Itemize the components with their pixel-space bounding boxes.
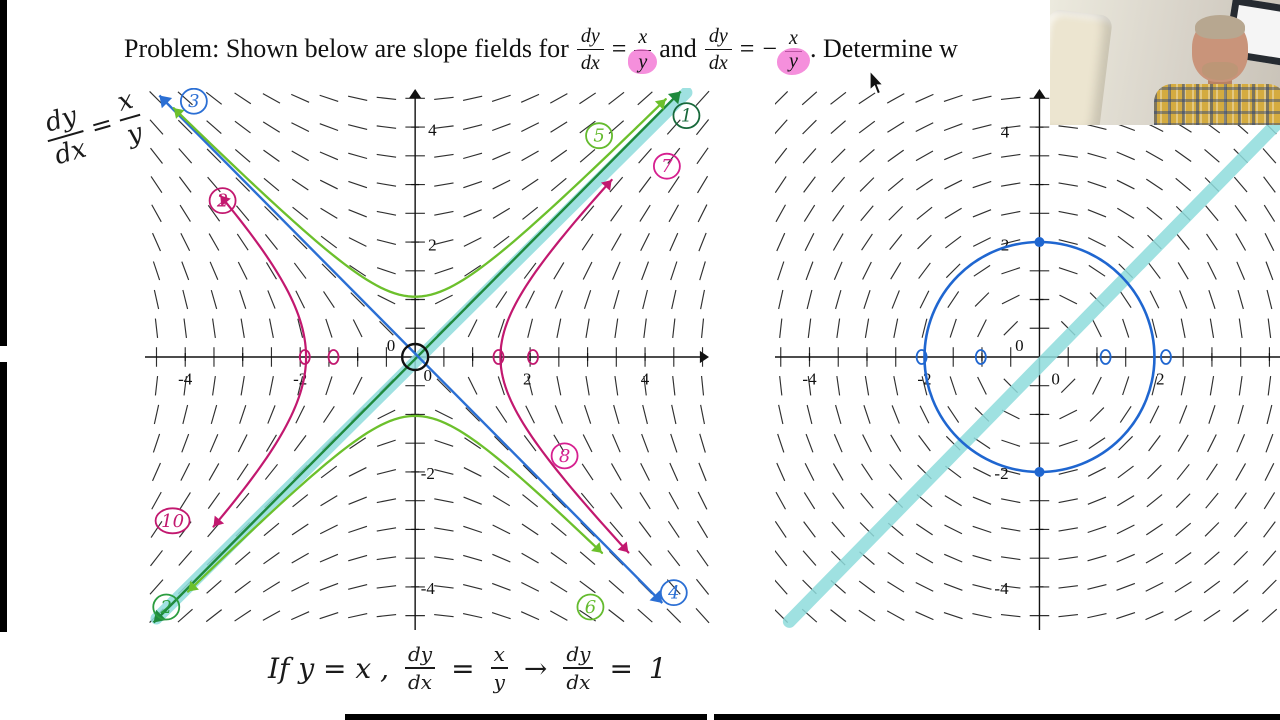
- equals-sign-2: =: [739, 34, 755, 63]
- hand-denominator: y: [123, 117, 146, 151]
- svg-text:7: 7: [661, 156, 673, 177]
- svg-text:2: 2: [1001, 236, 1010, 255]
- svg-text:0: 0: [1051, 370, 1060, 389]
- highlighted-denominator-y-1: y: [628, 48, 658, 74]
- fraction-xy-2: x y: [777, 28, 810, 75]
- title-suffix: . Determine w: [809, 34, 958, 63]
- note-result-one: 1: [648, 651, 667, 685]
- note-fraction-dydx-1: dy dx: [405, 644, 436, 692]
- svg-text:-4: -4: [421, 579, 436, 598]
- fraction-numerator: dy: [576, 26, 604, 50]
- svg-text:4: 4: [641, 370, 650, 389]
- slope-field-left: -4 -2 2 4 0 0 4 2 -2 -4 3 5 1 7 2 10 2 8 6 4: [145, 88, 710, 630]
- svg-text:-2: -2: [421, 464, 435, 483]
- note-arrow: →: [523, 651, 548, 685]
- webcam-overlay: [1050, 0, 1280, 125]
- svg-text:6: 6: [585, 597, 596, 618]
- problem-title: Problem: Shown below are slope fields fo…: [124, 14, 958, 84]
- left-edge-black-bar: [0, 0, 7, 632]
- svg-text:8: 8: [559, 446, 570, 467]
- svg-text:-4: -4: [994, 579, 1009, 598]
- fraction-denominator: dx: [580, 51, 600, 74]
- minus-sign: −: [762, 34, 778, 63]
- note-if-y-equals-x: If y = x ,: [268, 651, 389, 685]
- svg-text:5: 5: [593, 126, 604, 147]
- hand-fraction-xy: x y: [111, 85, 148, 151]
- svg-text:4: 4: [1001, 122, 1010, 141]
- mouse-cursor: [869, 70, 885, 95]
- handwritten-work-note: If y = x , dy dx = x y → dy dx = 1: [268, 644, 667, 692]
- svg-text:10: 10: [161, 511, 184, 532]
- bottom-black-bar-left: [345, 714, 707, 720]
- note-fraction-dydx-2: dy dx: [563, 644, 594, 692]
- svg-text:2: 2: [428, 236, 437, 255]
- bottom-black-bar-right: [714, 714, 1280, 720]
- webcam-person-head: [1192, 15, 1248, 82]
- title-and: and: [659, 34, 697, 63]
- fraction-denominator: dx: [708, 51, 728, 74]
- svg-text:2: 2: [1156, 370, 1165, 389]
- svg-text:-2: -2: [994, 464, 1008, 483]
- svg-text:2: 2: [523, 370, 532, 389]
- fraction-dydx-1: dy dx: [576, 26, 604, 74]
- svg-text:0: 0: [1015, 336, 1024, 355]
- svg-text:1: 1: [681, 106, 692, 127]
- svg-text:4: 4: [428, 121, 437, 140]
- note-equals-1: =: [451, 651, 475, 685]
- note-equals-2: =: [609, 651, 633, 685]
- fraction-numerator: dy: [704, 26, 732, 50]
- note-fraction-xy: x y: [490, 644, 508, 692]
- equals-sign-1: =: [611, 34, 627, 63]
- highlighted-denominator-y-2: y: [777, 47, 810, 75]
- svg-text:2: 2: [160, 597, 172, 618]
- slope-field-right: -4 -2 0 2 4 2 0 -2 -4: [775, 88, 1280, 630]
- svg-text:-4: -4: [802, 370, 817, 389]
- fraction-numerator: x: [634, 27, 652, 51]
- svg-text:2: 2: [216, 191, 228, 212]
- svg-text:-4: -4: [178, 370, 193, 389]
- left-edge-notch: [0, 346, 7, 362]
- hand-fraction-dydx: dy dx: [39, 101, 92, 171]
- fraction-xy-1: x y: [628, 27, 658, 74]
- webcam-background-blanket: [1050, 8, 1114, 125]
- title-prefix: Problem: Shown below are slope fields fo…: [124, 34, 569, 63]
- svg-text:4: 4: [667, 583, 679, 604]
- svg-text:3: 3: [188, 91, 199, 112]
- webcam-person-plaid-shirt: [1154, 84, 1280, 125]
- svg-text:0: 0: [387, 336, 396, 355]
- handwritten-dydx-equation: dy dx = x y: [39, 85, 149, 171]
- hand-equals: =: [87, 108, 117, 144]
- fraction-dydx-2: dy dx: [704, 26, 732, 74]
- svg-text:0: 0: [424, 366, 433, 385]
